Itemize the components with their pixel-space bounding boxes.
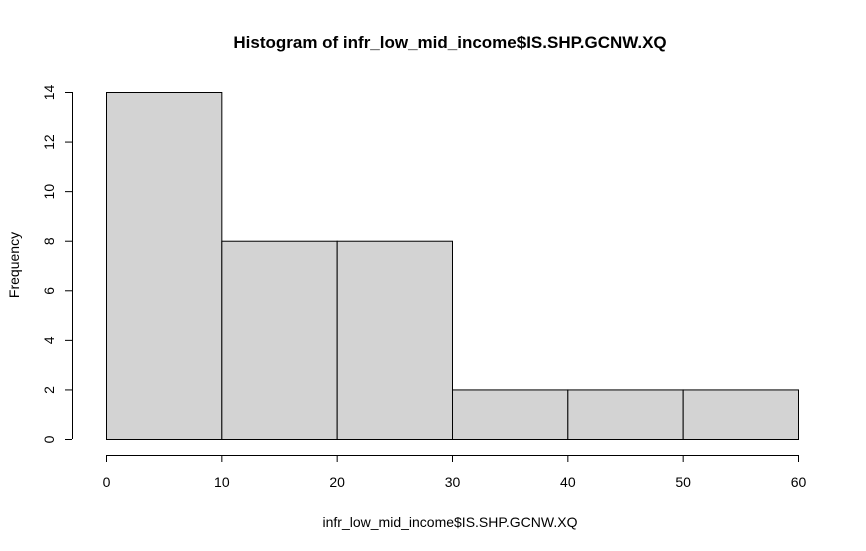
y-axis-label: Frequency [6,232,22,298]
x-tick-label-4: 40 [560,474,576,490]
x-tick-label-3: 30 [445,474,461,490]
chart-title: Histogram of infr_low_mid_income$IS.SHP.… [233,33,666,52]
y-tick-label-5: 10 [41,184,57,200]
y-tick-label-2: 4 [41,336,57,344]
x-tick-label-2: 20 [329,474,345,490]
x-tick-label-5: 50 [675,474,691,490]
y-tick-label-0: 0 [41,435,57,443]
y-tick-label-1: 2 [41,386,57,394]
x-tick-label-0: 0 [103,474,111,490]
y-tick-label-3: 6 [41,287,57,295]
x-tick-label-1: 10 [214,474,230,490]
x-tick-label-6: 60 [791,474,807,490]
x-axis-label: infr_low_mid_income$IS.SHP.GCNW.XQ [323,514,578,530]
histogram-bar-0 [106,92,223,440]
histogram-bar-1 [221,240,338,440]
histogram-bar-4 [567,389,684,440]
y-tick-label-6: 12 [41,134,57,150]
histogram-bar-2 [336,240,453,440]
y-tick-label-4: 8 [41,237,57,245]
y-axis: 0 2 4 6 8 10 12 14 [41,85,73,443]
histogram-bar-3 [452,389,569,440]
y-tick-label-7: 14 [41,85,57,101]
x-axis: 0 10 20 30 40 50 60 [103,455,807,490]
bars-group [106,92,800,440]
histogram-bar-5 [682,389,800,440]
